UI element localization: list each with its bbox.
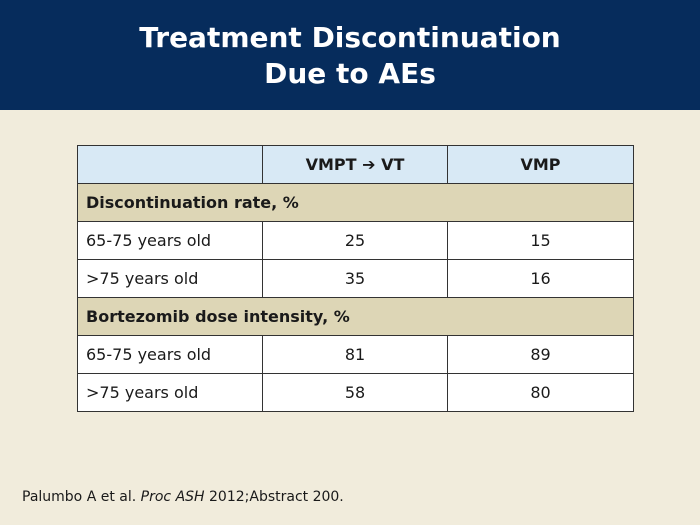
- citation-authors: Palumbo A et al.: [22, 489, 137, 505]
- value-cell: 16: [447, 259, 634, 298]
- section-title: Bortezomib dose intensity, %: [77, 297, 634, 336]
- title-line: Due to AEs: [264, 57, 436, 90]
- data-row: >75 years old 58 80: [77, 373, 634, 412]
- value-cell: 58: [262, 373, 448, 412]
- header-cell: [77, 145, 263, 184]
- section-row: Discontinuation rate, %: [77, 183, 634, 222]
- value-cell: 25: [262, 221, 448, 260]
- title-banner: [0, 0, 700, 110]
- data-table: VMPT ➔ VT VMP Discontinuation rate, % 65-75…: [77, 145, 634, 412]
- slide-title: Treatment Discontinuation Due to AEs: [0, 20, 700, 92]
- value-cell: 15: [447, 221, 634, 260]
- row-label: >75 years old: [77, 373, 263, 412]
- row-label: 65-75 years old: [77, 335, 263, 374]
- value-cell: 80: [447, 373, 634, 412]
- citation-details: 2012;Abstract 200.: [209, 489, 344, 505]
- row-label: >75 years old: [77, 259, 263, 298]
- header-cell: VMPT ➔ VT: [262, 145, 448, 184]
- data-row: >75 years old 35 16: [77, 259, 634, 298]
- citation: Palumbo A et al. Proc ASH 2012;Abstract …: [22, 489, 344, 505]
- value-cell: 89: [447, 335, 634, 374]
- data-row: 65-75 years old 81 89: [77, 335, 634, 374]
- value-cell: 81: [262, 335, 448, 374]
- section-title: Discontinuation rate, %: [77, 183, 634, 222]
- data-row: 65-75 years old 25 15: [77, 221, 634, 260]
- citation-journal: Proc ASH: [140, 489, 205, 505]
- value-cell: 35: [262, 259, 448, 298]
- header-cell: VMP: [447, 145, 634, 184]
- section-row: Bortezomib dose intensity, %: [77, 297, 634, 336]
- row-label: 65-75 years old: [77, 221, 263, 260]
- header-row: VMPT ➔ VT VMP: [77, 145, 634, 184]
- title-line: Treatment Discontinuation: [139, 21, 561, 54]
